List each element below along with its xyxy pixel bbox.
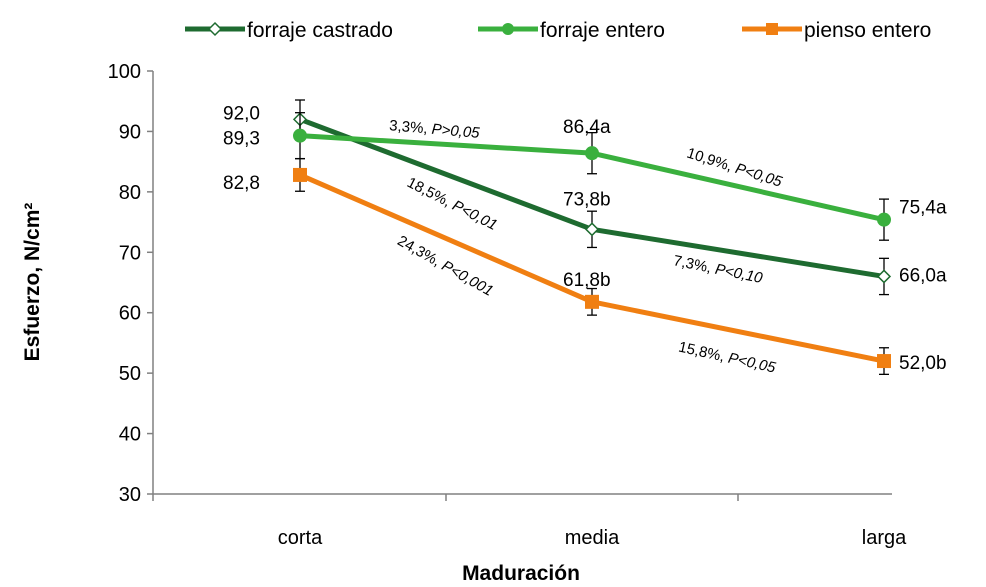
legend-marker-diamond [207, 21, 223, 37]
legend-marker-square [766, 23, 778, 35]
y-tick-label: 50 [119, 363, 141, 385]
series-forraje-entero [293, 112, 891, 241]
series-layer [292, 99, 892, 376]
y-tick-label: 70 [119, 242, 141, 264]
y-tick-label: 60 [119, 303, 141, 325]
x-tick-label: media [565, 527, 620, 549]
y-tick-label: 40 [119, 424, 141, 446]
data-label: 61,8b [563, 270, 611, 291]
y-tick-label: 90 [119, 121, 141, 143]
data-label: 73,8b [563, 189, 611, 210]
annotation-percent: 24,3%, [394, 232, 447, 272]
annotation-percent: 18,5%, [404, 174, 457, 212]
legend-item-forraje-castrado: forraje castrado [185, 19, 393, 42]
data-label: 92,0 [223, 103, 260, 124]
y-tick-label: 80 [119, 182, 141, 204]
y-axis-title: Esfuerzo, N/cm² [21, 203, 44, 362]
data-point [877, 354, 891, 369]
legend-item-pienso-entero: pienso entero [742, 19, 931, 42]
annotation-p-value: P<0,01 [449, 197, 499, 234]
data-point [877, 212, 891, 227]
series-pienso-entero [293, 157, 891, 376]
annotation-p-value: P>0,05 [431, 121, 481, 142]
annotation-p-value: P<0,001 [439, 257, 496, 300]
legend-item-forraje-entero: forraje entero [478, 19, 665, 42]
annotation-percent: 10,9%, [685, 145, 739, 177]
data-label: 52,0b [899, 353, 947, 374]
y-tick-label: 30 [119, 484, 141, 506]
data-label: 75,4a [899, 198, 947, 219]
x-axis-title: Maduración [462, 562, 580, 585]
annotation-percent: 3,3%, [389, 117, 433, 138]
data-point [585, 294, 599, 309]
x-axis-ticks: corta media larga [152, 494, 907, 549]
annotation-percent: 15,8%, [677, 339, 730, 367]
annotation-p-value: P<0,05 [727, 350, 778, 377]
legend-marker-circle [502, 23, 514, 35]
data-label: 89,3 [223, 129, 260, 150]
annotation-percent: 7,3%, [672, 252, 717, 277]
data-point [293, 167, 307, 182]
legend: forraje castrado forraje entero pienso e… [185, 19, 931, 42]
data-point [293, 128, 307, 143]
x-tick-label: corta [278, 527, 323, 549]
legend-label: forraje castrado [247, 19, 393, 42]
y-tick-label: 100 [108, 61, 141, 83]
data-label: 66,0a [899, 265, 947, 286]
segment-annotation: 15,8%, P<0,05 [677, 339, 778, 377]
data-point [584, 222, 600, 237]
data-label: 86,4a [563, 117, 611, 138]
annotation-p-value: P<0,10 [714, 261, 765, 287]
data-point [876, 269, 892, 284]
x-tick-label: larga [862, 527, 907, 549]
y-axis-ticks: 30 40 50 60 70 80 90 100 [108, 61, 153, 506]
point-labels: 92,0 73,8b 66,0a 89,3 86,4a 75,4a 82,8 61,8b 52,… [223, 103, 947, 374]
segment-annotation: 24,3%, P<0,001 [394, 232, 496, 300]
legend-label: pienso entero [804, 19, 931, 42]
segment-annotation: 3,3%, P>0,05 [389, 117, 481, 142]
data-point [585, 146, 599, 161]
legend-label: forraje entero [540, 19, 665, 42]
data-label: 82,8 [223, 173, 260, 194]
